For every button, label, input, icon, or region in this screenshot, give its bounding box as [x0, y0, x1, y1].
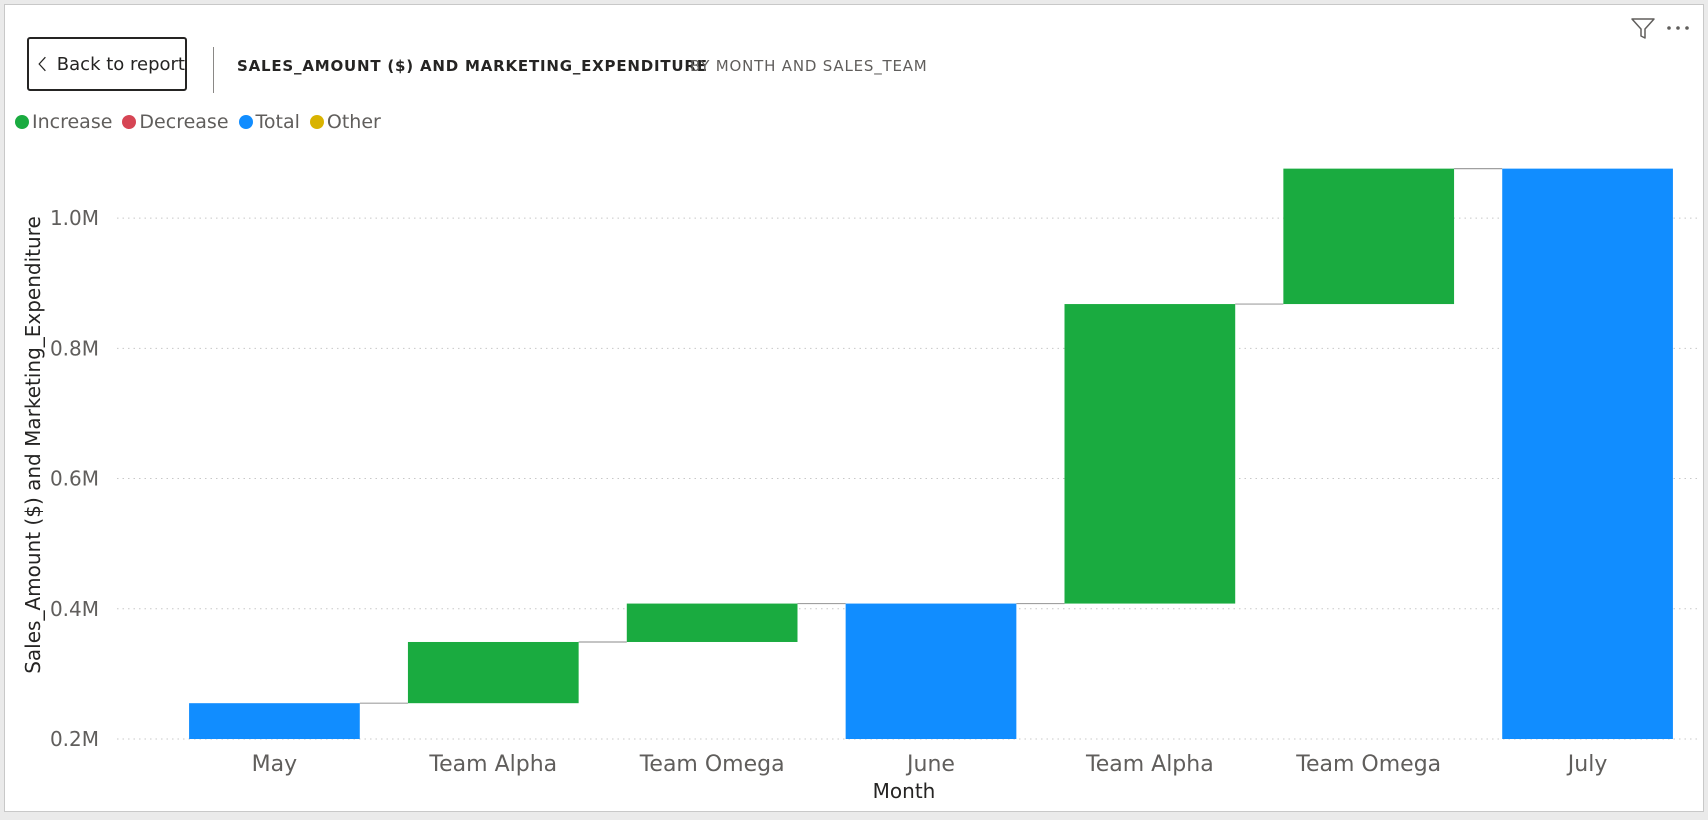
x-axis-title: Month [873, 779, 936, 803]
bar-total[interactable] [189, 703, 360, 739]
y-tick-label: 0.4M [50, 597, 99, 621]
legend-label: Total [255, 111, 300, 133]
x-tick-label: Team Alpha [1085, 752, 1214, 777]
chart-visual: Back to report SALES_AMOUNT ($) AND MARK… [4, 4, 1704, 812]
y-tick-label: 0.8M [50, 336, 99, 360]
bars [189, 168, 1673, 740]
y-axis-title: Sales_Amount ($) and Marketing_Expenditu… [21, 216, 45, 674]
header-divider [213, 47, 214, 93]
back-to-report-button[interactable]: Back to report [27, 37, 187, 91]
legend-dot [122, 115, 137, 129]
legend-item-increase[interactable]: Increase [15, 111, 112, 133]
legend-dot [15, 115, 29, 129]
chevron-left-icon [38, 56, 46, 72]
x-tick-label: July [1566, 752, 1608, 777]
legend-label: Increase [32, 111, 113, 133]
bar-increase[interactable] [626, 603, 798, 642]
bar-increase[interactable] [407, 641, 579, 704]
legend-item-total[interactable]: Total [238, 111, 300, 133]
y-axis-ticks: 0.2M 0.4M 0.6M 0.8M 1.0M [50, 206, 99, 751]
y-tick-label: 0.2M [50, 727, 99, 751]
legend-label: Other [326, 111, 381, 133]
bar-total[interactable] [845, 603, 1017, 739]
bar-increase[interactable] [1283, 168, 1455, 305]
x-tick-label: Team Omega [639, 752, 785, 777]
legend-item-decrease[interactable]: Decrease [122, 111, 229, 133]
more-options-icon[interactable] [1663, 15, 1693, 41]
chart-subtitle: BY MONTH AND SALES_TEAM [690, 57, 928, 75]
legend-label: Decrease [139, 111, 229, 133]
x-tick-label: Team Omega [1295, 752, 1441, 777]
back-to-report-label: Back to report [56, 53, 185, 75]
legend-dot [309, 115, 324, 129]
chart-title: SALES_AMOUNT ($) AND MARKETING_EXPENDITU… [237, 57, 708, 75]
legend-item-other[interactable]: Other [309, 111, 381, 133]
y-tick-label: 1.0M [50, 206, 99, 230]
y-tick-label: 0.6M [50, 467, 99, 491]
bar-increase[interactable] [1064, 304, 1236, 604]
waterfall-chart: 0.2M 0.4M 0.6M 0.8M 1.0M May Team Alpha Team O… [21, 168, 1697, 803]
visual-header-icons [1629, 15, 1693, 41]
chart-legend: Increase Decrease Total Other [15, 111, 391, 133]
x-axis-ticks: May Team Alpha Team Omega June Team Alpha Tea… [252, 752, 1608, 777]
legend-dot [238, 115, 253, 129]
x-tick-label: Team Alpha [428, 752, 557, 777]
x-tick-label: June [905, 752, 955, 777]
connector-lines [359, 168, 1503, 704]
x-tick-label: May [252, 752, 297, 777]
bar-total[interactable] [1502, 168, 1673, 740]
filter-icon[interactable] [1629, 15, 1657, 41]
